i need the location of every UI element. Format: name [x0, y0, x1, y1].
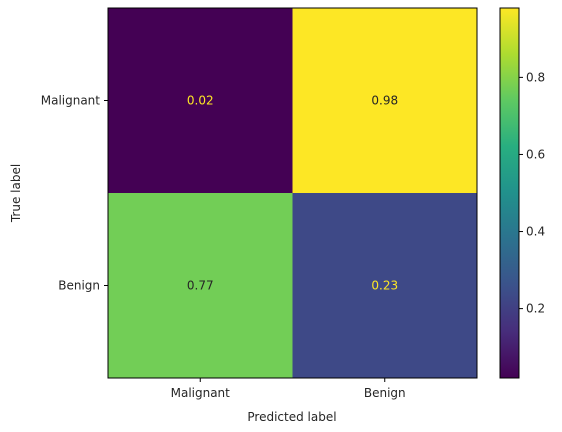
- x-axis-label: Predicted label: [247, 410, 336, 424]
- cell-value-label: 0.77: [187, 279, 214, 293]
- heatmap-cell: [292, 193, 478, 379]
- plot-frame: [107, 7, 478, 379]
- heatmap-cell: [292, 8, 478, 194]
- heatmap-cells: 0.02 0.98 0.77 0.23: [108, 8, 478, 379]
- heatmap-cell: [108, 8, 293, 194]
- x-axis-ticks: Malignant Benign: [171, 378, 406, 400]
- colorbar: [500, 8, 519, 378]
- y-tick-label: Benign: [58, 279, 100, 293]
- colorbar-ticks: 0.2 0.4 0.6 0.8: [519, 70, 545, 316]
- cell-value-label: 0.02: [187, 94, 214, 108]
- x-tick-label: Benign: [364, 386, 406, 400]
- x-tick-label: Malignant: [171, 386, 231, 400]
- colorbar-frame: [499, 7, 520, 379]
- cell-value-label: 0.98: [371, 94, 398, 108]
- cell-value-label: 0.23: [371, 279, 398, 293]
- colorbar-tick-label: 0.6: [526, 147, 545, 161]
- y-axis-ticks: Malignant Benign: [41, 94, 108, 293]
- y-tick-label: Malignant: [41, 94, 101, 108]
- colorbar-tick-label: 0.8: [526, 70, 545, 84]
- heatmap-cell: [108, 193, 293, 379]
- colorbar-tick-label: 0.4: [526, 225, 545, 239]
- y-axis-label: True label: [9, 164, 23, 223]
- colorbar-tick-label: 0.2: [526, 302, 545, 316]
